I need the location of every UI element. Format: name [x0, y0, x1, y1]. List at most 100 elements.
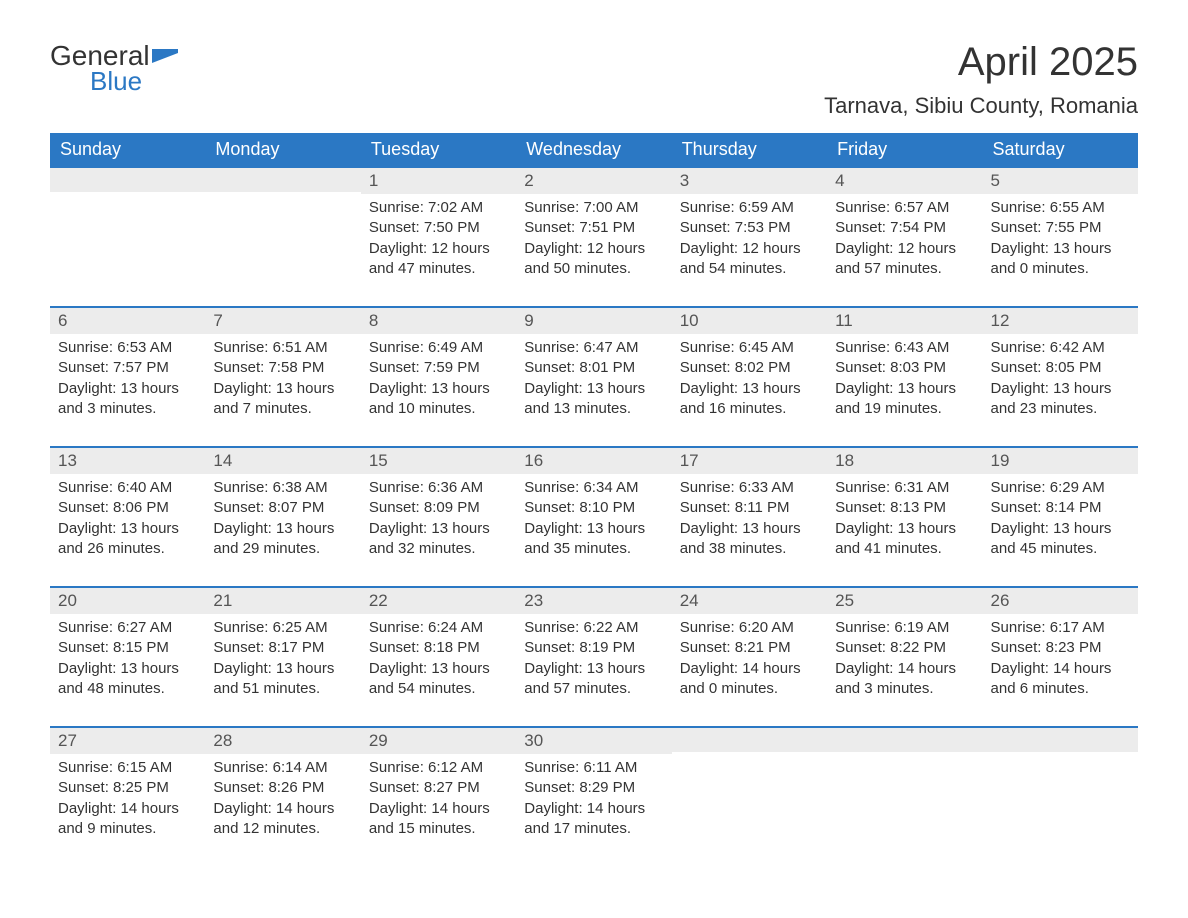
- sunrise-value: 6:19 AM: [894, 619, 949, 636]
- sunset-label: Sunset:: [58, 639, 109, 656]
- dow-cell: Friday: [827, 133, 982, 166]
- day-cell: 15Sunrise: 6:36 AMSunset: 8:09 PMDayligh…: [361, 446, 516, 586]
- sunrise-label: Sunrise:: [835, 339, 890, 356]
- sunset-value: 7:51 PM: [579, 219, 635, 236]
- day-cell: 24Sunrise: 6:20 AMSunset: 8:21 PMDayligh…: [672, 586, 827, 726]
- dow-cell: Thursday: [672, 133, 827, 166]
- sunset-value: 8:06 PM: [113, 499, 169, 516]
- day-body: Sunrise: 6:15 AMSunset: 8:25 PMDaylight:…: [50, 754, 205, 851]
- day-body: Sunrise: 6:42 AMSunset: 8:05 PMDaylight:…: [983, 334, 1138, 431]
- sunset-label: Sunset:: [680, 639, 731, 656]
- day-body: Sunrise: 6:27 AMSunset: 8:15 PMDaylight:…: [50, 614, 205, 711]
- daylight-line: Daylight: 14 hours and 15 minutes.: [369, 799, 508, 840]
- sunrise-value: 6:40 AM: [117, 479, 172, 496]
- sunset-line: Sunset: 8:15 PM: [58, 638, 197, 658]
- day-number: [50, 166, 205, 192]
- daylight-label: Daylight:: [835, 660, 893, 677]
- sunset-line: Sunset: 8:13 PM: [835, 498, 974, 518]
- day-body: Sunrise: 7:00 AMSunset: 7:51 PMDaylight:…: [516, 194, 671, 291]
- day-number: 5: [983, 166, 1138, 194]
- daylight-label: Daylight:: [524, 800, 582, 817]
- daylight-line: Daylight: 14 hours and 3 minutes.: [835, 659, 974, 700]
- sunrise-line: Sunrise: 6:55 AM: [991, 198, 1130, 218]
- sunset-label: Sunset:: [369, 359, 420, 376]
- sunset-value: 7:59 PM: [424, 359, 480, 376]
- day-body: Sunrise: 6:34 AMSunset: 8:10 PMDaylight:…: [516, 474, 671, 571]
- sunrise-label: Sunrise:: [991, 339, 1046, 356]
- sunset-line: Sunset: 8:11 PM: [680, 498, 819, 518]
- sunset-line: Sunset: 7:51 PM: [524, 218, 663, 238]
- sunset-line: Sunset: 7:53 PM: [680, 218, 819, 238]
- sunrise-value: 6:14 AM: [273, 759, 328, 776]
- day-cell: 17Sunrise: 6:33 AMSunset: 8:11 PMDayligh…: [672, 446, 827, 586]
- daylight-line: Daylight: 13 hours and 54 minutes.: [369, 659, 508, 700]
- day-cell: [827, 726, 982, 866]
- day-body: Sunrise: 6:59 AMSunset: 7:53 PMDaylight:…: [672, 194, 827, 291]
- sunrise-line: Sunrise: 6:25 AM: [213, 618, 352, 638]
- sunrise-value: 6:34 AM: [583, 479, 638, 496]
- sunrise-line: Sunrise: 6:42 AM: [991, 338, 1130, 358]
- sunrise-line: Sunrise: 6:38 AM: [213, 478, 352, 498]
- day-number: 7: [205, 306, 360, 334]
- day-cell: 7Sunrise: 6:51 AMSunset: 7:58 PMDaylight…: [205, 306, 360, 446]
- day-number: 26: [983, 586, 1138, 614]
- sunset-value: 7:58 PM: [268, 359, 324, 376]
- sunrise-value: 6:42 AM: [1050, 339, 1105, 356]
- daylight-line: Daylight: 13 hours and 0 minutes.: [991, 239, 1130, 280]
- day-body: Sunrise: 6:57 AMSunset: 7:54 PMDaylight:…: [827, 194, 982, 291]
- sunrise-line: Sunrise: 6:20 AM: [680, 618, 819, 638]
- sunrise-line: Sunrise: 6:12 AM: [369, 758, 508, 778]
- sunset-line: Sunset: 7:55 PM: [991, 218, 1130, 238]
- sunset-value: 8:10 PM: [579, 499, 635, 516]
- sunset-label: Sunset:: [58, 499, 109, 516]
- sunset-label: Sunset:: [680, 219, 731, 236]
- daylight-line: Daylight: 13 hours and 26 minutes.: [58, 519, 197, 560]
- day-cell: 22Sunrise: 6:24 AMSunset: 8:18 PMDayligh…: [361, 586, 516, 726]
- daylight-label: Daylight:: [680, 240, 738, 257]
- week-row: 1Sunrise: 7:02 AMSunset: 7:50 PMDaylight…: [50, 166, 1138, 306]
- day-cell: 26Sunrise: 6:17 AMSunset: 8:23 PMDayligh…: [983, 586, 1138, 726]
- day-body: Sunrise: 6:25 AMSunset: 8:17 PMDaylight:…: [205, 614, 360, 711]
- sunrise-line: Sunrise: 6:14 AM: [213, 758, 352, 778]
- daylight-label: Daylight:: [835, 240, 893, 257]
- sunset-line: Sunset: 8:01 PM: [524, 358, 663, 378]
- day-body: Sunrise: 6:36 AMSunset: 8:09 PMDaylight:…: [361, 474, 516, 571]
- sunrise-line: Sunrise: 6:15 AM: [58, 758, 197, 778]
- day-number: 4: [827, 166, 982, 194]
- sunrise-line: Sunrise: 6:34 AM: [524, 478, 663, 498]
- sunset-label: Sunset:: [991, 499, 1042, 516]
- sunset-value: 8:26 PM: [268, 779, 324, 796]
- sunset-value: 8:18 PM: [424, 639, 480, 656]
- day-number: 23: [516, 586, 671, 614]
- sunrise-line: Sunrise: 6:11 AM: [524, 758, 663, 778]
- sunrise-label: Sunrise:: [369, 479, 424, 496]
- sunrise-line: Sunrise: 6:57 AM: [835, 198, 974, 218]
- day-cell: 9Sunrise: 6:47 AMSunset: 8:01 PMDaylight…: [516, 306, 671, 446]
- sunrise-line: Sunrise: 6:49 AM: [369, 338, 508, 358]
- daylight-label: Daylight:: [58, 380, 116, 397]
- sunrise-label: Sunrise:: [58, 339, 113, 356]
- day-body: Sunrise: 6:38 AMSunset: 8:07 PMDaylight:…: [205, 474, 360, 571]
- sunset-value: 8:02 PM: [735, 359, 791, 376]
- sunset-label: Sunset:: [835, 219, 886, 236]
- sunset-value: 8:07 PM: [268, 499, 324, 516]
- daylight-line: Daylight: 14 hours and 0 minutes.: [680, 659, 819, 700]
- header: General Blue April 2025 Tarnava, Sibiu C…: [50, 40, 1138, 119]
- sunrise-line: Sunrise: 6:45 AM: [680, 338, 819, 358]
- sunrise-value: 6:57 AM: [894, 199, 949, 216]
- sunset-line: Sunset: 8:23 PM: [991, 638, 1130, 658]
- sunrise-label: Sunrise:: [369, 759, 424, 776]
- daylight-label: Daylight:: [991, 380, 1049, 397]
- sunset-label: Sunset:: [524, 779, 575, 796]
- sunrise-label: Sunrise:: [680, 479, 735, 496]
- sunrise-label: Sunrise:: [835, 619, 890, 636]
- sunset-value: 8:25 PM: [113, 779, 169, 796]
- sunset-line: Sunset: 7:50 PM: [369, 218, 508, 238]
- sunrise-label: Sunrise:: [524, 199, 579, 216]
- day-cell: 27Sunrise: 6:15 AMSunset: 8:25 PMDayligh…: [50, 726, 205, 866]
- daylight-label: Daylight:: [991, 660, 1049, 677]
- sunrise-line: Sunrise: 6:31 AM: [835, 478, 974, 498]
- day-cell: 2Sunrise: 7:00 AMSunset: 7:51 PMDaylight…: [516, 166, 671, 306]
- sunset-line: Sunset: 8:27 PM: [369, 778, 508, 798]
- location-text: Tarnava, Sibiu County, Romania: [824, 93, 1138, 119]
